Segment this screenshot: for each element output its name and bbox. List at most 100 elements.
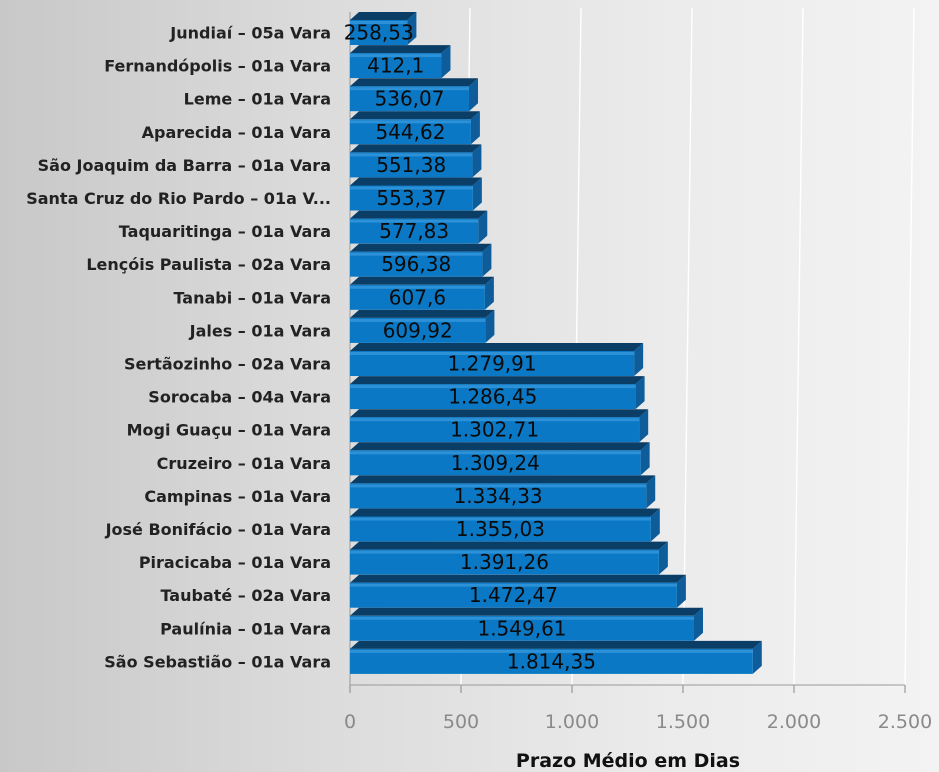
bar: 412,1 (350, 45, 451, 79)
bar: 1.286,45 (350, 376, 645, 410)
bar: 1.549,61 (350, 607, 704, 641)
bar-highlight (350, 649, 753, 653)
category-label: Tanabi – 01a Vara (173, 288, 331, 307)
bar-value-label: 609,92 (383, 318, 453, 342)
bar-front-face (350, 384, 636, 410)
bar-value-label: 1.391,26 (460, 550, 549, 574)
bar-side-face (635, 376, 645, 410)
bar-value-label: 596,38 (381, 252, 451, 276)
category-label: Aparecida – 01a Vara (142, 123, 331, 142)
category-label: Cruzeiro – 01a Vara (157, 454, 331, 473)
bar-top-face (350, 276, 494, 285)
bar-value-label: 1.279,91 (448, 352, 537, 376)
category-label: São Joaquim da Barra – 01a Vara (38, 156, 331, 175)
bar-side-face (650, 508, 660, 542)
bar-value-label: 1.286,45 (448, 385, 537, 409)
bar-front-face (350, 53, 442, 79)
bar-value-label: 1.549,61 (477, 616, 566, 640)
bar-front-face (350, 351, 635, 376)
bar-side-face (676, 574, 686, 608)
category-labels: Jundiaí – 05a Vara Fernandópolis – 01a Va… (26, 24, 331, 672)
category-label: Jales – 01a Vara (189, 321, 331, 340)
bar-side-face (658, 541, 668, 575)
bar-top-face (350, 343, 644, 351)
bar-front-face (350, 516, 651, 542)
gridline (793, 7, 804, 686)
bar-highlight (350, 87, 470, 91)
bar-value-label: 536,07 (375, 87, 445, 111)
x-axis-title: Prazo Médio em Dias (516, 750, 740, 772)
bar: 551,38 (350, 144, 482, 178)
x-tick-label: 2.500 (878, 711, 932, 733)
category-label: Fernandópolis – 01a Vara (104, 57, 331, 76)
bar-top-face (350, 243, 492, 252)
bar-side-face (752, 640, 762, 674)
bar: 553,37 (350, 177, 482, 211)
bar-value-label: 544,62 (375, 120, 445, 144)
bar-side-face (485, 309, 495, 343)
bar-highlight (350, 385, 636, 389)
category-label: Campinas – 01a Vara (144, 487, 331, 506)
bar-highlight (350, 186, 473, 190)
bar-side-face (646, 475, 656, 509)
bar-value-label: 412,1 (367, 54, 424, 78)
bar-top-face (350, 177, 482, 186)
bar-side-face (694, 607, 704, 641)
bar-value-label: 551,38 (376, 153, 446, 177)
x-tick-label: 2.000 (767, 711, 821, 733)
bar-side-face (639, 409, 649, 443)
bar-highlight (350, 517, 651, 521)
x-tick-label: 1.500 (656, 711, 710, 733)
bar: 609,92 (350, 309, 495, 343)
bar: 596,38 (350, 243, 492, 277)
bar: 1.309,24 (350, 442, 650, 476)
gridline (682, 7, 693, 686)
category-label: Jundiaí – 05a Vara (169, 24, 331, 43)
category-label: Piracicaba – 01a Vara (139, 553, 331, 572)
x-tick-labels: 0 500 1.000 1.500 2.000 2.500 (344, 711, 932, 733)
bar: 1.279,91 (350, 343, 644, 376)
bar-highlight (350, 550, 659, 554)
bar: 544,62 (350, 111, 480, 145)
bar-front-face (350, 20, 408, 45)
bar-top-face (350, 574, 686, 583)
category-label: Mogi Guaçu – 01a Vara (127, 421, 331, 440)
bar-front-face (350, 450, 641, 476)
bar-side-face (470, 111, 480, 145)
bar-highlight (350, 318, 486, 322)
category-label: Lençóis Paulista – 02a Vara (86, 255, 331, 274)
bar-highlight (350, 120, 471, 124)
bar: 577,83 (350, 210, 488, 244)
bar-side-face (640, 442, 650, 476)
bar-front-face (350, 582, 677, 608)
bar-front-face (350, 615, 695, 641)
bar-highlight (350, 285, 485, 289)
bar-top-face (350, 442, 650, 451)
bar-highlight (350, 583, 677, 587)
category-label: Taubaté – 02a Vara (160, 586, 331, 605)
bar: 607,6 (350, 276, 494, 310)
bar: 1.391,26 (350, 541, 668, 575)
bar-top-face (350, 541, 668, 550)
bar-top-face (350, 475, 656, 484)
bar: 1.355,03 (350, 508, 660, 542)
bar-highlight (350, 219, 479, 223)
bar-side-face (478, 210, 488, 244)
bar-highlight (350, 252, 483, 256)
bar-value-label: 1.334,33 (454, 484, 543, 508)
category-label: Leme – 01a Vara (184, 90, 331, 109)
bar-top-face (350, 144, 482, 153)
category-label: Santa Cruz do Rio Pardo – 01a V... (26, 189, 331, 208)
bar-top-face (350, 78, 479, 87)
bar-front-face (350, 483, 647, 509)
category-label: São Sebastião – 01a Vara (104, 652, 331, 671)
bars: 258,53 412,1 536,07 544,62 551,38 553,37 577,8… (344, 12, 762, 674)
bar-side-face (634, 343, 644, 376)
bar-top-face (350, 640, 762, 649)
category-label: José Bonifácio – 01a Vara (105, 520, 331, 539)
category-label: Sorocaba – 04a Vara (148, 388, 331, 407)
category-label: Taquaritinga – 01a Vara (119, 222, 331, 241)
bar-front-face (350, 218, 479, 244)
bar-front-face (350, 417, 640, 443)
bar-front-face (350, 284, 485, 310)
